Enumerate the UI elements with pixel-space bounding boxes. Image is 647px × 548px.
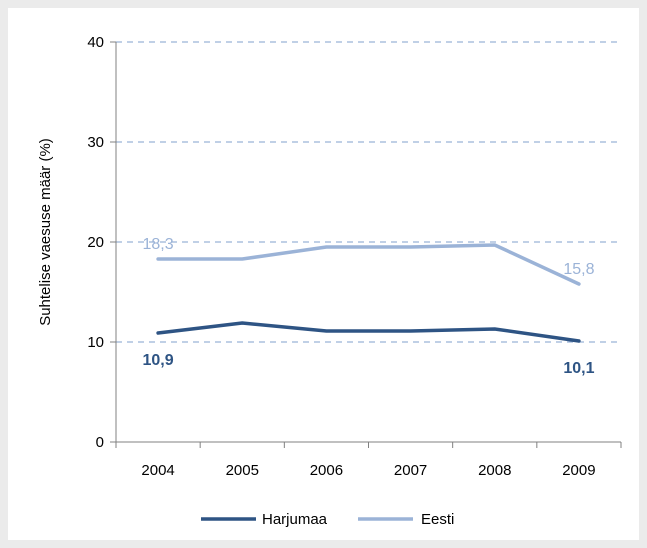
x-tick-labels: 2004 2005 2006 2007 2008 2009 (141, 462, 595, 479)
y-tick-labels: 0 10 20 30 40 (87, 34, 104, 451)
legend: Harjumaa Eesti (201, 511, 454, 528)
y-tick-label-20: 20 (87, 234, 104, 251)
x-tick-label-2009: 2009 (562, 462, 595, 479)
x-tick-label-2004: 2004 (141, 462, 174, 479)
x-tick-label-2008: 2008 (478, 462, 511, 479)
axes (110, 41, 622, 448)
series-line-harjumaa (156, 321, 581, 343)
x-tick-label-2005: 2005 (226, 462, 259, 479)
y-tick-label-40: 40 (87, 34, 104, 51)
legend-label-eesti: Eesti (421, 511, 454, 528)
y-tick-label-10: 10 (87, 334, 104, 351)
data-labels: 18,3 15,8 10,9 10,1 (143, 236, 595, 377)
gridlines (116, 41, 621, 343)
y-tick-label-30: 30 (87, 134, 104, 151)
x-tick-label-2007: 2007 (394, 462, 427, 479)
y-axis-label: Suhtelise vaesuse määr (%) (37, 138, 54, 326)
data-label-eesti-2004: 18,3 (143, 236, 174, 253)
series-line-eesti (156, 243, 581, 286)
legend-label-harjumaa: Harjumaa (262, 511, 328, 528)
x-tick-label-2006: 2006 (310, 462, 343, 479)
series-lines (156, 243, 581, 343)
data-label-harjumaa-2009: 10,1 (563, 360, 594, 377)
data-label-harjumaa-2004: 10,9 (143, 352, 174, 369)
chart-frame: 0 10 20 30 40 2004 2005 2006 2007 2008 2009 18,3 1… (8, 8, 639, 540)
data-label-eesti-2009: 15,8 (563, 261, 594, 278)
y-tick-label-0: 0 (96, 434, 104, 451)
